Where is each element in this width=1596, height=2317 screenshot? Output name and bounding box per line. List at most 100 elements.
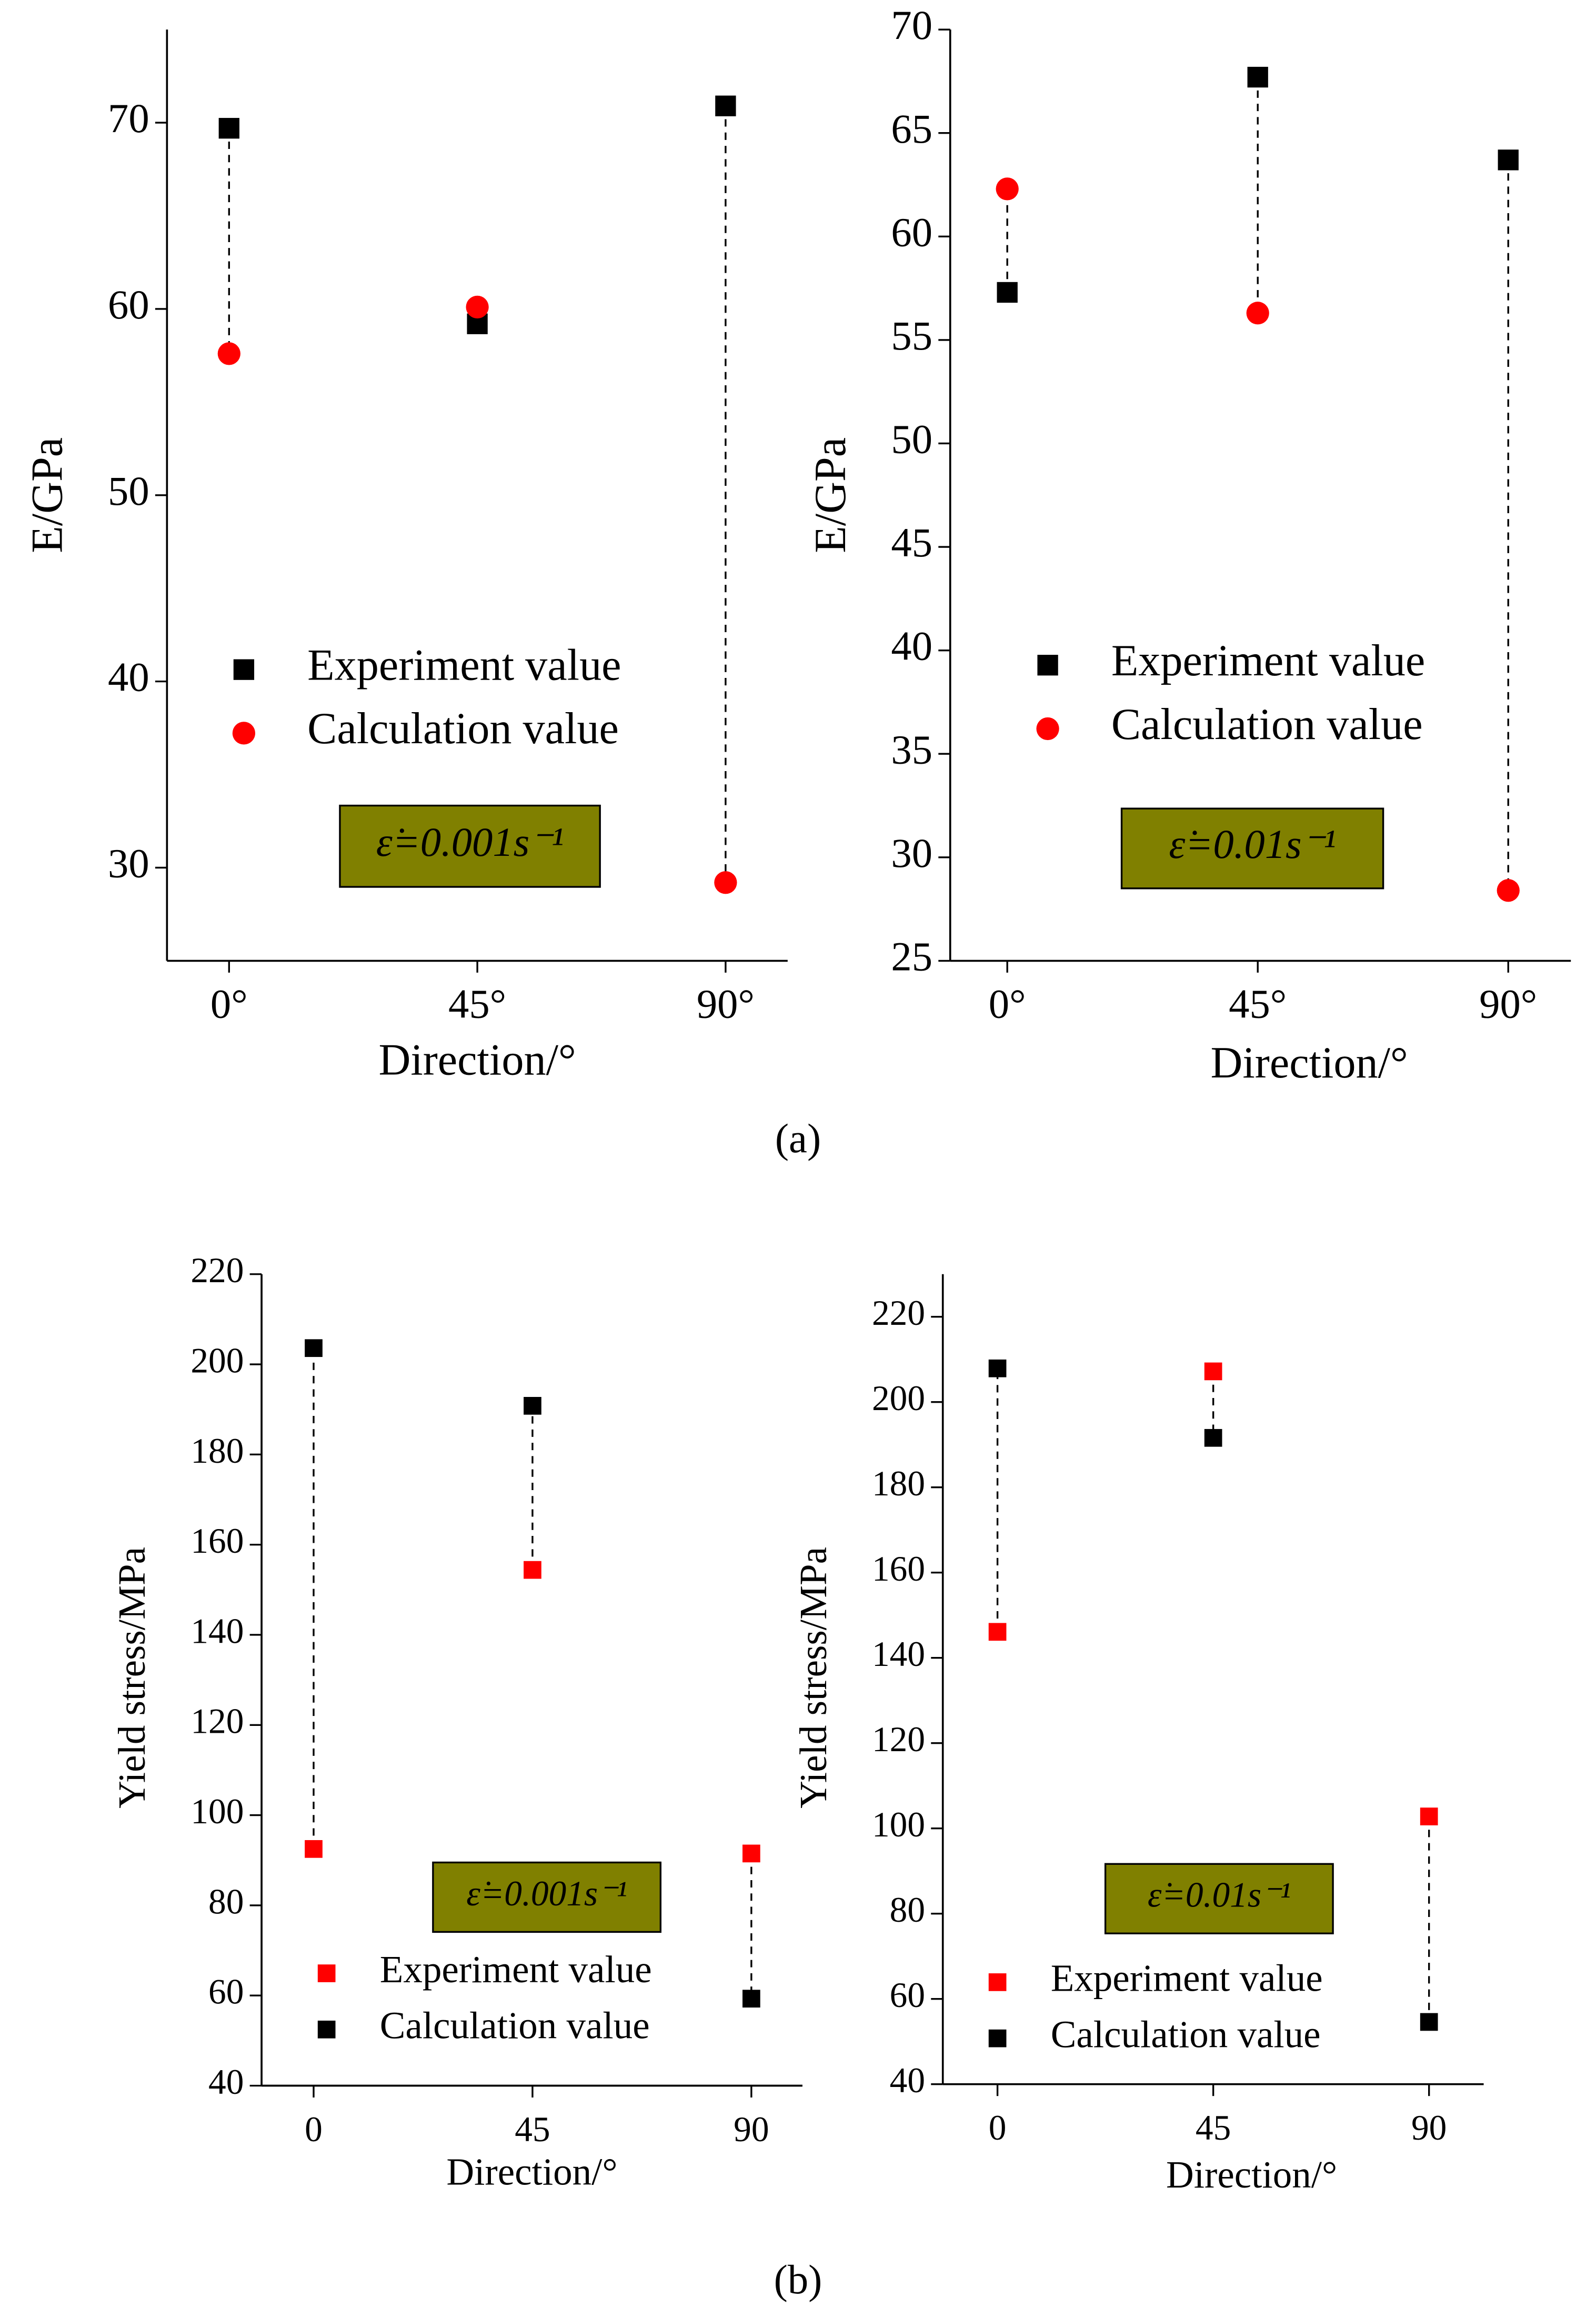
- legend-label: Experiment value: [1051, 1957, 1323, 2000]
- y-tick-label: 40: [208, 2062, 244, 2102]
- y-tick-label: 25: [891, 934, 932, 980]
- legend-label: Calculation value: [380, 2004, 650, 2047]
- legend-label: Calculation value: [1111, 700, 1423, 749]
- y-axis-label: E/GPa: [806, 437, 855, 553]
- y-tick-label: 100: [872, 1805, 925, 1844]
- annotation-box: [1120, 807, 1384, 890]
- legend-marker: [317, 1964, 336, 1982]
- x-tick-label: 0: [989, 2108, 1007, 2148]
- legend-marker: [232, 722, 256, 745]
- marker: [305, 1339, 323, 1357]
- legend-label: Experiment value: [307, 641, 621, 690]
- marker: [218, 118, 239, 139]
- x-tick-label: 45: [1196, 2108, 1231, 2148]
- y-tick-label: 30: [891, 831, 932, 876]
- y-tick-label: 80: [208, 1882, 244, 1921]
- y-tick-label: 35: [891, 727, 932, 773]
- marker: [466, 295, 489, 319]
- caption: (b): [774, 2257, 822, 2303]
- legend-marker: [1037, 655, 1058, 676]
- y-tick-label: 200: [872, 1379, 925, 1418]
- marker: [715, 95, 736, 116]
- y-tick-label: 70: [108, 96, 149, 142]
- marker: [1497, 879, 1520, 902]
- legend-label: Calculation value: [1051, 2013, 1321, 2055]
- annotation-box: [339, 804, 601, 888]
- marker: [305, 1840, 323, 1858]
- marker: [997, 282, 1018, 303]
- marker: [1420, 1807, 1438, 1825]
- marker: [996, 177, 1019, 201]
- x-axis-label: Direction/°: [1211, 1038, 1408, 1087]
- y-tick-label: 60: [108, 282, 149, 328]
- y-tick-label: 60: [890, 1975, 925, 2015]
- x-tick-label: 45: [515, 2110, 550, 2149]
- marker: [742, 1990, 760, 2008]
- legend-marker: [317, 2020, 336, 2039]
- y-tick-label: 45: [891, 520, 932, 566]
- y-tick-label: 100: [190, 1792, 244, 1831]
- marker: [217, 342, 240, 365]
- y-tick-label: 40: [890, 2061, 925, 2100]
- x-tick-label: 90°: [697, 981, 755, 1027]
- x-axis-label: Direction/°: [1166, 2153, 1337, 2196]
- marker: [1246, 302, 1269, 325]
- y-tick-label: 120: [190, 1702, 244, 1741]
- y-tick-label: 55: [891, 313, 932, 359]
- y-tick-label: 140: [190, 1611, 244, 1651]
- y-tick-label: 160: [190, 1521, 244, 1561]
- x-tick-label: 45°: [448, 981, 506, 1027]
- x-tick-label: 90°: [1479, 981, 1537, 1027]
- marker: [988, 1623, 1007, 1641]
- y-tick-label: 60: [208, 1972, 244, 2012]
- x-axis-label: Direction/°: [378, 1035, 576, 1084]
- y-tick-label: 40: [108, 655, 149, 701]
- y-tick-label: 40: [891, 624, 932, 670]
- x-tick-label: 0°: [210, 981, 248, 1027]
- marker: [524, 1561, 541, 1579]
- y-tick-label: 140: [872, 1634, 925, 1674]
- x-tick-label: 90: [1411, 2108, 1447, 2148]
- marker: [1204, 1429, 1222, 1447]
- y-tick-label: 50: [108, 468, 149, 514]
- legend-marker: [1036, 717, 1059, 741]
- y-axis-label: Yield stress/MPa: [792, 1547, 835, 1809]
- annotation: ε̇=0.01s⁻¹: [1169, 822, 1336, 867]
- marker: [714, 871, 737, 894]
- y-tick-label: 220: [872, 1293, 925, 1333]
- y-tick-label: 60: [891, 209, 932, 255]
- y-axis-label: Yield stress/MPa: [111, 1547, 153, 1809]
- y-tick-label: 180: [190, 1431, 244, 1471]
- legend-label: Experiment value: [1111, 636, 1425, 685]
- y-tick-label: 30: [108, 841, 149, 887]
- x-tick-label: 90: [734, 2110, 769, 2149]
- annotation-box: [1104, 1863, 1334, 1934]
- y-tick-label: 160: [872, 1549, 925, 1589]
- x-axis-label: Direction/°: [446, 2151, 617, 2193]
- y-tick-label: 120: [872, 1720, 925, 1759]
- marker: [1420, 2013, 1438, 2031]
- legend-label: Calculation value: [307, 704, 619, 753]
- marker: [524, 1397, 541, 1415]
- annotation: ε̇=0.01s⁻¹: [1148, 1875, 1291, 1915]
- annotation: ε̇=0.001s⁻¹: [376, 820, 564, 865]
- marker: [742, 1844, 760, 1863]
- x-tick-label: 0°: [989, 981, 1026, 1027]
- y-tick-label: 65: [891, 106, 932, 152]
- y-axis-label: E/GPa: [23, 437, 72, 553]
- marker: [1247, 66, 1268, 88]
- legend-marker: [988, 2029, 1007, 2048]
- legend-marker: [233, 659, 255, 680]
- y-tick-label: 200: [190, 1341, 244, 1381]
- legend-marker: [988, 1973, 1007, 1991]
- legend-label: Experiment value: [380, 1948, 652, 1991]
- marker: [988, 1359, 1007, 1377]
- y-tick-label: 70: [891, 3, 932, 48]
- x-tick-label: 45°: [1229, 981, 1287, 1027]
- annotation: ε̇=0.001s⁻¹: [466, 1874, 627, 1913]
- marker: [1204, 1362, 1222, 1381]
- y-tick-label: 220: [190, 1251, 244, 1290]
- y-tick-label: 80: [890, 1890, 925, 1930]
